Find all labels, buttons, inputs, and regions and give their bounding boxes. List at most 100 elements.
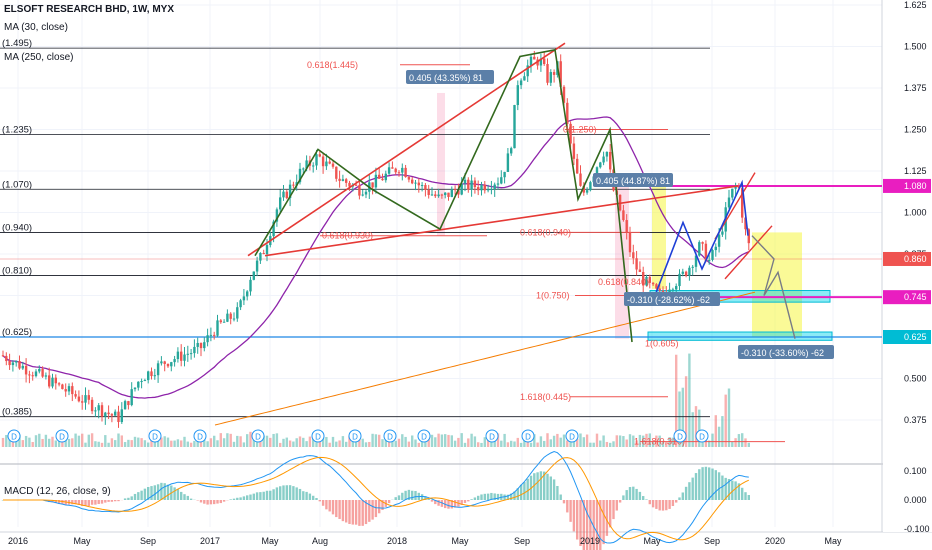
volume-bar [523, 439, 526, 447]
macd-hist [552, 479, 556, 500]
volume-bar [519, 442, 523, 447]
volume-bar [543, 440, 546, 447]
volume-bar [97, 441, 100, 447]
macd-hist [374, 500, 378, 518]
volume-bar [529, 442, 533, 447]
candle-body [609, 151, 612, 170]
dividend-letter: D [197, 433, 203, 442]
candle-body [407, 177, 411, 180]
volume-bar [120, 435, 123, 447]
candle-body [143, 380, 147, 382]
candle-body [486, 189, 490, 191]
dividend-marker[interactable] [383, 429, 397, 443]
candle-body [160, 361, 163, 364]
price-tag-bg [883, 290, 931, 305]
macd-hist [684, 486, 688, 500]
macd-hist [338, 500, 341, 519]
candle-body [64, 389, 67, 392]
candle-body [57, 383, 61, 385]
volume-bar [24, 435, 28, 447]
candle-body [576, 158, 579, 174]
candle-body [193, 346, 196, 354]
macd-legend[interactable]: MACD (12, 26, close, 9) [4, 486, 111, 497]
dividend-letter: D [525, 433, 531, 442]
candle-body [552, 72, 556, 75]
dividend-marker[interactable] [485, 429, 499, 443]
macd-hist [661, 500, 665, 511]
candle-body [387, 167, 391, 174]
volume-bar [694, 406, 698, 447]
dividend-marker[interactable] [348, 429, 362, 443]
candle-body [417, 182, 420, 186]
macd-hist [589, 500, 592, 550]
volume-bar [51, 436, 54, 447]
macd-hist [622, 495, 625, 500]
macd-hist [655, 500, 658, 509]
candle-body [566, 102, 569, 124]
macd-tick-label: 0.100 [904, 466, 927, 476]
macd-hist [335, 500, 338, 518]
macd-hist [741, 487, 744, 500]
volume-bar [361, 438, 364, 447]
measure-label-4: -0.310 (-33.60%) -62 [741, 348, 824, 358]
macd-hist [137, 492, 140, 500]
candle-body [717, 234, 721, 247]
volume-bar [133, 436, 137, 447]
dividend-marker[interactable] [55, 429, 69, 443]
dividend-marker[interactable] [148, 429, 162, 443]
candle-body [203, 342, 206, 349]
drawings [247, 42, 796, 343]
volume-bar [562, 434, 566, 447]
candle-body [120, 409, 123, 423]
candle-body [255, 260, 259, 272]
macd-hist [222, 500, 226, 502]
fib-label: 1(0.750) [536, 291, 570, 301]
ma250-line [214, 291, 756, 426]
candle-body [401, 167, 404, 173]
candle-body [8, 361, 11, 366]
dividend-marker[interactable] [565, 429, 579, 443]
dividend-marker[interactable] [521, 429, 535, 443]
volume-bar [496, 433, 500, 447]
ma30-legend[interactable]: MA (30, close) [4, 22, 68, 33]
candle-body [747, 229, 750, 244]
candle-body [28, 374, 31, 376]
macd-hist [61, 500, 64, 505]
candle-body [38, 369, 41, 372]
dividend-marker[interactable] [251, 429, 265, 443]
projection-path [751, 235, 796, 339]
candle-body [473, 180, 477, 188]
y-tick-label: 1.375 [904, 83, 927, 93]
macd-hist [203, 500, 206, 504]
volume-bar [209, 438, 213, 447]
candle-body [668, 289, 671, 294]
candle-body [737, 185, 741, 189]
candle-body [595, 167, 599, 177]
candle-body [180, 351, 183, 361]
volume-bar [734, 438, 737, 447]
dividend-marker[interactable] [311, 429, 325, 443]
macd-hist [559, 494, 562, 500]
macd-hist [133, 493, 137, 500]
dividend-marker[interactable] [673, 429, 687, 443]
macd-hist [97, 500, 100, 504]
x-tick-label: May [261, 536, 279, 546]
dividend-marker[interactable] [417, 429, 431, 443]
volume-bar [351, 438, 354, 447]
candle-body [741, 188, 744, 218]
volume-bar [724, 394, 727, 447]
dividend-marker[interactable] [193, 429, 207, 443]
macd-hist [483, 493, 486, 500]
ma250-legend[interactable]: MA (250, close) [4, 52, 74, 63]
volume-bar [236, 435, 239, 447]
volume-bar [717, 426, 721, 447]
dividend-marker[interactable] [7, 429, 21, 443]
macd-hist [341, 500, 345, 522]
volume-bar [592, 442, 595, 447]
candle-body [684, 271, 688, 276]
candle-body [84, 395, 87, 403]
volume-bar [305, 441, 308, 447]
dividend-marker[interactable] [695, 429, 709, 443]
